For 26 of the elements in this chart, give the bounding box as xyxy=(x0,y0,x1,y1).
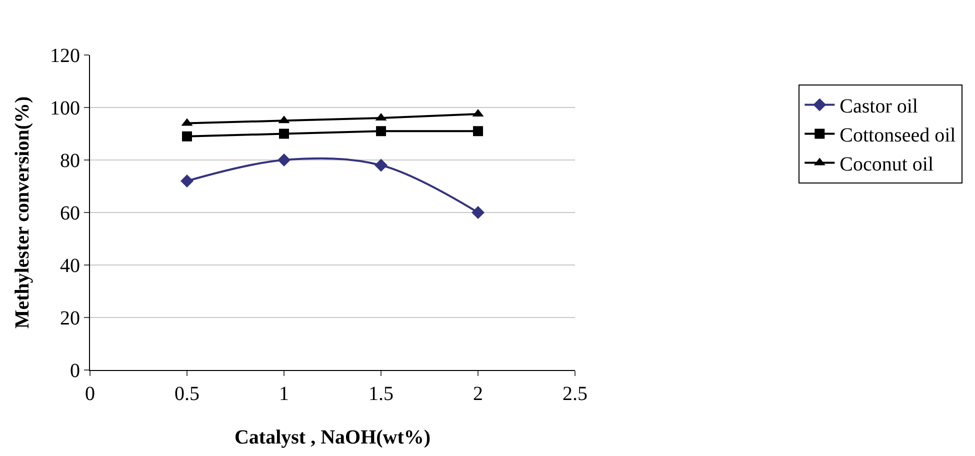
point xyxy=(278,154,291,166)
legend-label: Cottonseed oil xyxy=(840,124,956,147)
y-tick-label: 20 xyxy=(60,308,80,330)
y-tick-label: 0 xyxy=(70,360,80,382)
y-tick-label: 120 xyxy=(50,45,80,67)
x-tick-label: 1 xyxy=(279,383,290,405)
point xyxy=(473,126,484,136)
y-tick-label: 80 xyxy=(60,150,80,172)
y-tick-label: 60 xyxy=(60,202,80,224)
x-tick-label: 1.5 xyxy=(368,383,394,405)
point xyxy=(180,174,194,188)
y-axis-title: Methylester conversion(%) xyxy=(12,96,34,329)
x-tick-label: 2 xyxy=(473,383,484,405)
legend-label: Coconut oil xyxy=(840,154,934,176)
point xyxy=(374,158,388,172)
y-tick-label: 100 xyxy=(50,98,80,120)
legend-label: Castor oil xyxy=(840,96,918,118)
point xyxy=(472,206,485,219)
x-axis-title: Catalyst , NaOH(wt%) xyxy=(234,426,431,448)
point xyxy=(376,126,386,136)
point xyxy=(182,131,192,142)
y-tick-label: 40 xyxy=(60,255,80,277)
x-tick-label: 0 xyxy=(85,383,95,405)
x-tick-label: 2.5 xyxy=(562,383,588,405)
x-tick-label: 0.5 xyxy=(174,383,200,405)
point xyxy=(279,128,290,139)
